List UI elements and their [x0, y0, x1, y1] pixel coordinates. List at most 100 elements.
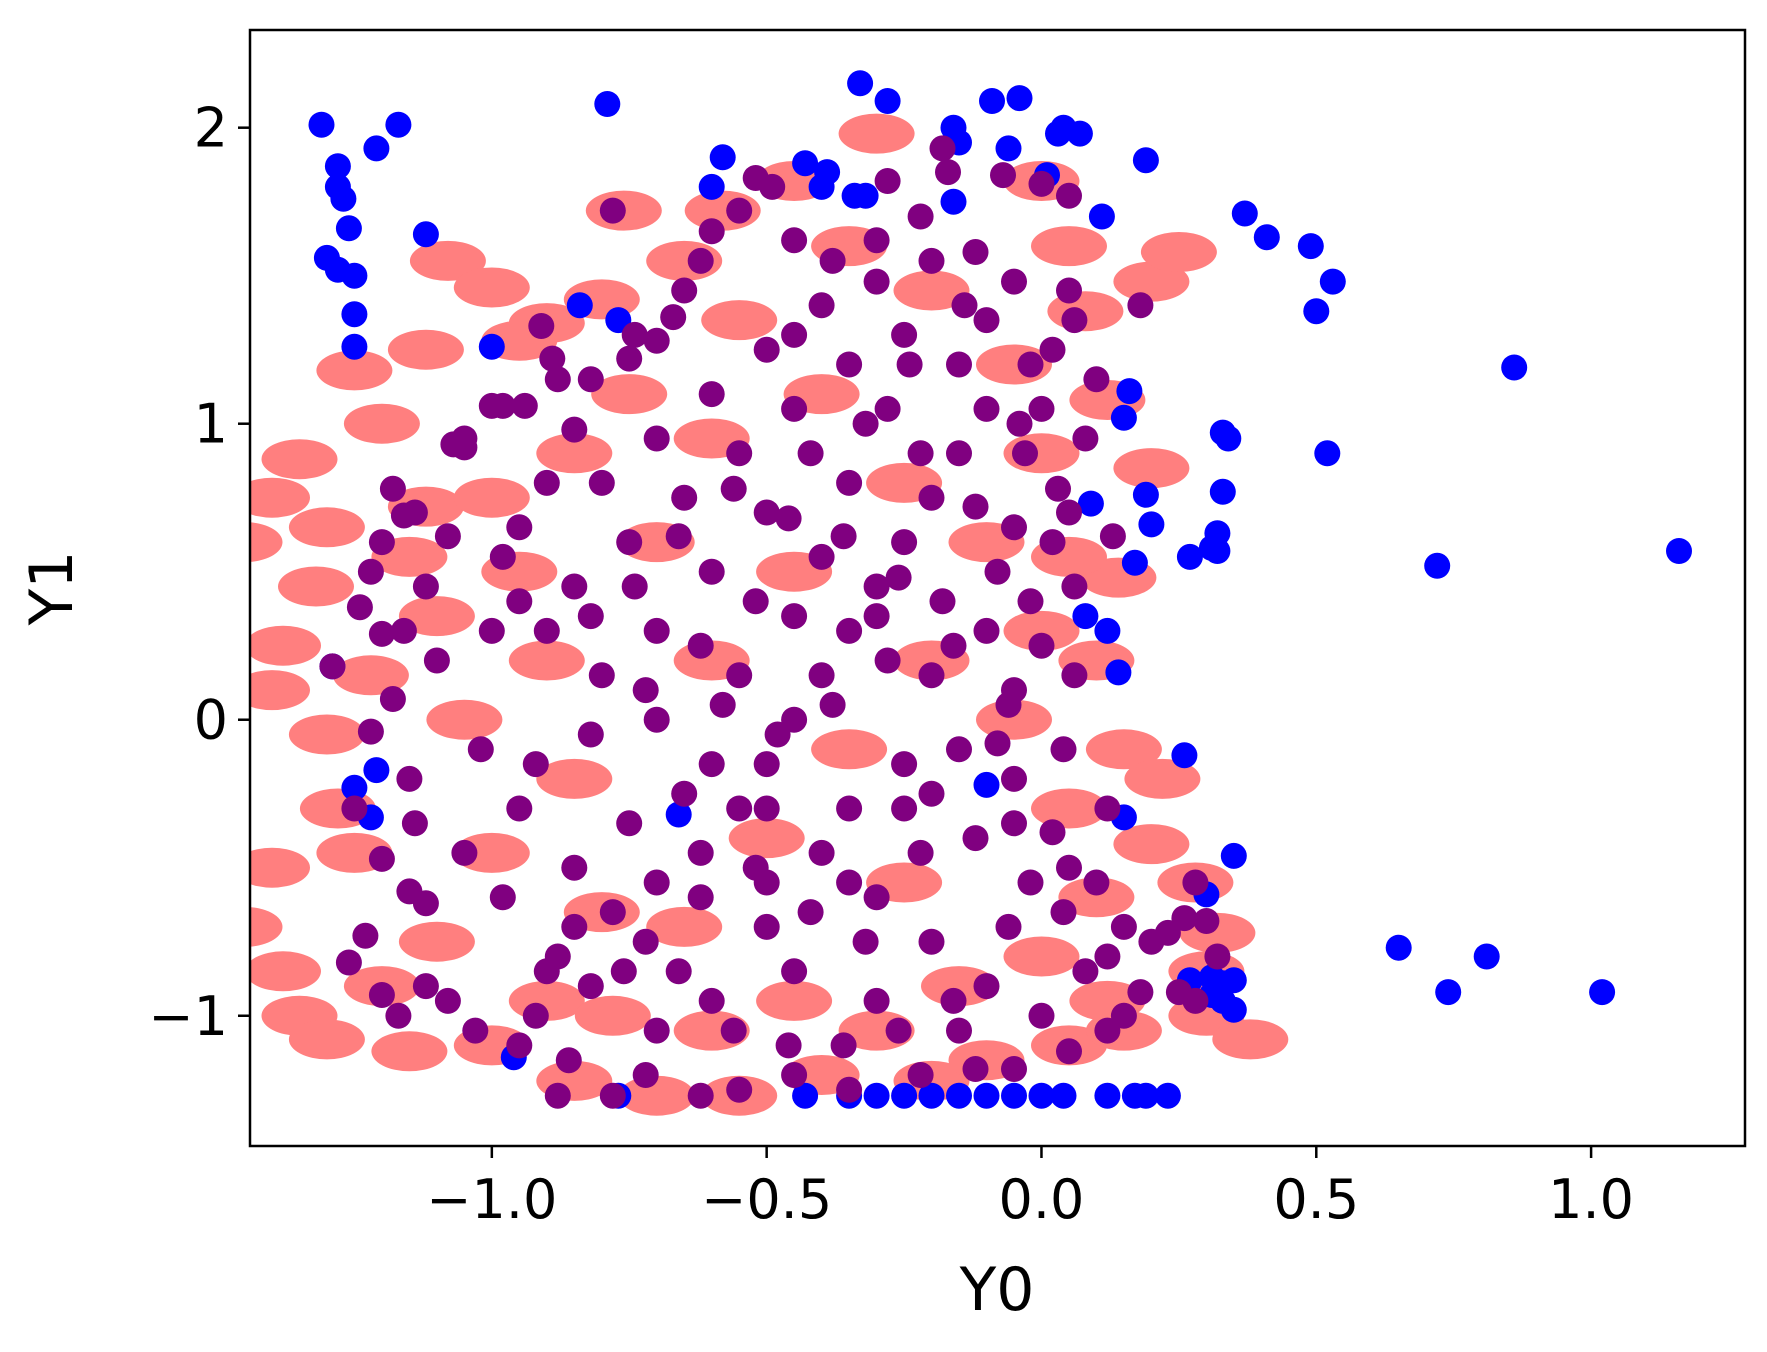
scatter-point: [1132, 147, 1159, 174]
scatter-point: [544, 1082, 571, 1109]
scatter-point: [1094, 1082, 1121, 1109]
scatter-point: [918, 780, 945, 807]
scatter-point: [544, 943, 571, 970]
scatter-point: [1050, 899, 1077, 926]
scatter-point: [808, 292, 835, 319]
scatter-point: [1056, 182, 1082, 209]
scatter-point: [946, 1017, 972, 1044]
x-axis-ticks: −1.0 −0.5 0.0 0.5 1.0: [426, 1146, 1634, 1231]
scatter-point: [847, 70, 874, 97]
scatter-point: [489, 884, 516, 911]
scatter-point: [698, 173, 725, 200]
scatter-point: [621, 321, 648, 348]
scatter-point: [709, 144, 736, 171]
scatter-point: [423, 647, 450, 674]
ellipse-point: [1140, 232, 1217, 272]
scatter-point: [1094, 943, 1121, 970]
scatter-point: [1182, 987, 1209, 1014]
scatter-point: [891, 529, 918, 556]
scatter-point: [918, 484, 945, 511]
scatter-point: [1066, 120, 1093, 147]
scatter-point: [632, 1062, 659, 1088]
scatter-point: [753, 499, 780, 526]
scatter-point: [753, 795, 780, 822]
scatter-point: [451, 839, 478, 866]
scatter-point: [643, 1017, 670, 1044]
scatter-point: [797, 899, 824, 926]
scatter-point: [1182, 869, 1209, 896]
scatter-point: [726, 795, 753, 822]
scatter-point: [390, 617, 417, 644]
ellipse-point: [453, 477, 530, 518]
scatter-point: [368, 982, 395, 1008]
ellipse-point: [250, 477, 310, 518]
scatter-point: [539, 345, 566, 372]
scatter-point: [1056, 499, 1082, 526]
scatter-point: [346, 594, 373, 621]
scatter-point: [588, 469, 615, 496]
scatter-point: [385, 1002, 412, 1029]
scatter-point: [621, 573, 648, 600]
scatter-point: [671, 484, 698, 511]
scatter-point: [489, 392, 516, 419]
scatter-point: [335, 949, 362, 976]
scatter-point: [632, 928, 659, 955]
scatter-point: [836, 795, 863, 822]
scatter-point: [1220, 967, 1247, 994]
scatter-point: [1028, 632, 1055, 659]
scatter-point: [506, 588, 533, 615]
scatter-point: [319, 653, 346, 680]
scatter-point: [830, 1032, 857, 1059]
scatter-point: [1110, 404, 1137, 431]
scatter-point: [1314, 440, 1341, 467]
scatter-point: [1001, 268, 1027, 295]
scatter-point: [363, 135, 390, 162]
scatter-point: [1127, 292, 1154, 319]
scatter-point: [324, 153, 351, 180]
scatter-point: [753, 751, 780, 778]
scatter-point: [1121, 549, 1148, 576]
scatter-point: [561, 573, 588, 600]
scatter-point: [341, 301, 368, 328]
ellipse-point: [1124, 758, 1201, 799]
scatter-point: [1204, 538, 1231, 564]
ellipse-point: [426, 699, 503, 740]
scatter-point: [1501, 354, 1528, 381]
scatter-point: [412, 573, 439, 600]
scatter-point: [907, 1062, 934, 1088]
scatter-point: [891, 751, 918, 778]
series-1: [308, 70, 1692, 1109]
scatter-point: [946, 351, 972, 378]
scatter-point: [995, 691, 1022, 718]
scatter-point: [1171, 905, 1198, 932]
scatter-point: [1473, 943, 1500, 970]
ellipse-point: [1113, 261, 1190, 302]
scatter-point: [1231, 200, 1258, 227]
ellipse-point: [1058, 877, 1135, 918]
scatter-point: [599, 1082, 626, 1109]
ellipse-point: [701, 300, 778, 341]
scatter-point: [929, 588, 956, 615]
ellipse-point: [250, 847, 310, 888]
scatter-point: [720, 475, 747, 502]
scatter-point: [863, 573, 890, 600]
scatter-point: [643, 869, 670, 896]
scatter-point: [1385, 934, 1412, 961]
scatter-point: [1039, 819, 1066, 846]
scatter-point: [1110, 1002, 1137, 1029]
plot-frame: [248, 28, 1747, 1148]
scatter-point: [357, 718, 384, 745]
scatter-point: [891, 321, 918, 348]
scatter-point: [698, 751, 725, 778]
scatter-point: [478, 617, 505, 644]
ellipse-point: [1031, 788, 1107, 829]
ellipse-point: [921, 966, 997, 1007]
scatter-point: [973, 617, 1000, 644]
scatter-point: [412, 973, 439, 1000]
scatter-point: [1154, 1082, 1181, 1109]
scatter-point: [1116, 378, 1143, 405]
ellipse-point: [288, 507, 365, 548]
scatter-point: [401, 499, 428, 526]
scatter-point: [863, 227, 890, 254]
scatter-point: [1215, 425, 1242, 452]
